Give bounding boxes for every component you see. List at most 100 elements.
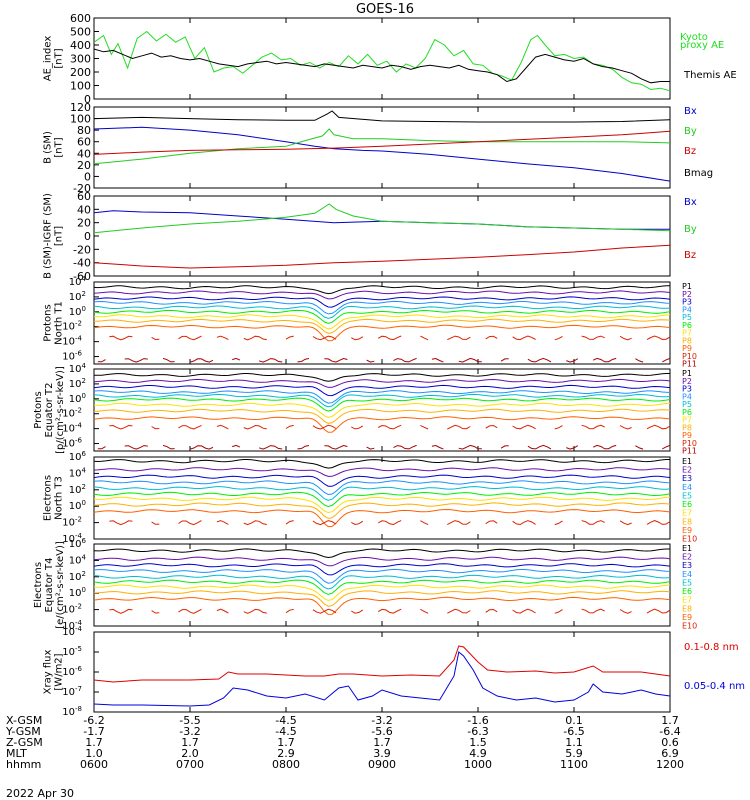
channel-label-e9: E9	[682, 526, 692, 535]
channel-label-p3: P3	[682, 298, 692, 307]
x-row-value: -1.6	[467, 714, 488, 727]
series-line-themis-ae	[93, 48, 670, 84]
y-tick-exponent: 4	[82, 362, 87, 370]
x-row-value: 1.7	[85, 736, 103, 749]
y-tick-exponent: 4	[82, 553, 87, 561]
channel-label-p5: P5	[682, 313, 692, 322]
x-row-value: 2.0	[181, 747, 199, 760]
y-axis-label: [e/(cm²-s-sr-keV)]	[55, 541, 66, 629]
legend-entry: Kyoto	[680, 32, 708, 43]
y-tick-label: 10-6	[62, 665, 82, 678]
x-row-value: 6.9	[661, 747, 679, 760]
panel-xray: 10-4 10-5 10-6 10-7 10-8 Xray flux [W/m2] 0.1-0…	[43, 625, 746, 718]
y-tick-label: 102	[69, 290, 86, 303]
channel-line-p11	[97, 357, 671, 363]
x-row-value: 0700	[176, 758, 204, 771]
y-tick-exponent: 4	[82, 275, 87, 283]
x-row-value: 0.6	[661, 736, 679, 749]
x-row-value: -6.2	[83, 714, 104, 727]
y-tick-label: 10-5	[62, 645, 82, 658]
y-tick-exponent: 6	[82, 450, 87, 458]
y-tick-label: 10-4	[62, 625, 82, 638]
y-axis-label: B (SM)	[43, 131, 54, 164]
y-tick-exponent: 0	[82, 586, 86, 594]
channel-line-e2	[93, 556, 671, 567]
y-axis-label: North T3	[54, 476, 65, 520]
y-axis-label: Electrons	[43, 475, 54, 521]
legend-entry: By	[684, 224, 697, 235]
y-tick-exponent: 2	[82, 483, 86, 491]
channel-label-e5: E5	[682, 578, 692, 587]
series-line-bz	[93, 130, 671, 155]
y-tick-label: 400	[70, 39, 91, 52]
channel-line-e1	[93, 548, 670, 559]
channel-line-e10	[109, 608, 671, 614]
panel-frame	[93, 281, 671, 365]
y-axis-label: North T1	[54, 301, 65, 345]
legend-entry: Bx	[684, 197, 697, 208]
channel-label-e6: E6	[682, 500, 692, 509]
y-axis-label: [nT]	[54, 48, 65, 68]
legend-entry: Bx	[684, 106, 697, 117]
channel-label-p11: P11	[682, 360, 697, 369]
y-tick-label: 40	[77, 203, 91, 216]
x-row-value: 1.7	[661, 714, 679, 727]
x-axis-rows: X-GSM -6.2 -5.5 -4.5 -3.2 -1.6 0.1 1.7 Y-GSM -1.7…	[5, 714, 684, 771]
channel-label-e3: E3	[682, 474, 692, 483]
y-axis-label: [nT]	[54, 226, 65, 246]
channel-label-p4: P4	[682, 392, 692, 401]
y-tick-label: 10-4	[62, 335, 82, 348]
channel-label-e4: E4	[682, 570, 692, 579]
y-tick-exponent: -2	[75, 320, 82, 328]
y-tick-exponent: 6	[82, 537, 87, 545]
x-row-value: 0600	[80, 758, 108, 771]
y-tick-exponent: -6	[75, 437, 83, 445]
y-tick-label: 20	[77, 217, 91, 230]
y-tick-exponent: -7	[75, 685, 82, 693]
y-tick-exponent: -8	[75, 705, 82, 713]
channel-line-p1	[93, 285, 670, 295]
series-line-bx	[93, 210, 670, 230]
channel-line-e5	[93, 574, 671, 590]
series-line-bz	[93, 244, 671, 269]
x-row-value: 0800	[272, 758, 300, 771]
y-axis-label: AE_index	[43, 36, 54, 82]
series-line-0-1-0-8-nm	[93, 645, 671, 683]
channel-line-p3	[93, 296, 671, 308]
x-row-label: X-GSM	[6, 714, 42, 727]
channel-line-e10	[109, 520, 671, 526]
x-row-value: -5.5	[179, 714, 200, 727]
y-tick-label: 104	[69, 362, 87, 375]
channel-line-p8	[94, 318, 671, 334]
channel-label-e2: E2	[682, 466, 692, 475]
y-tick-label: 10-7	[62, 685, 82, 698]
y-tick-exponent: -2	[75, 603, 82, 611]
x-row-value: -5.6	[371, 725, 392, 738]
channel-label-e4: E4	[682, 483, 692, 492]
y-tick-label: 40	[77, 147, 91, 160]
x-row-value: -6.4	[659, 725, 680, 738]
channel-label-e8: E8	[682, 517, 692, 526]
x-row-value: -6.3	[467, 725, 488, 738]
x-row-value: 4.9	[469, 747, 487, 760]
channel-line-e8	[93, 590, 671, 607]
channel-line-p2	[93, 378, 671, 388]
panel-frame	[93, 195, 671, 277]
y-tick-label: 100	[70, 113, 91, 126]
y-tick-exponent: -2	[75, 407, 82, 415]
y-tick-label: 10-2	[62, 320, 82, 333]
x-row-value: -4.5	[275, 725, 296, 738]
channel-label-p2: P2	[682, 377, 692, 386]
y-tick-label: 80	[77, 124, 91, 137]
series-line-by	[93, 203, 671, 234]
channel-line-p4	[93, 300, 671, 315]
channel-line-e3	[93, 474, 671, 487]
channel-label-p11: P11	[682, 447, 697, 456]
channel-line-p6	[93, 397, 671, 412]
figure-title: GOES-16	[356, 2, 414, 17]
y-tick-label: 600	[70, 12, 91, 25]
y-tick-label: 0	[84, 93, 91, 106]
channel-line-e9	[93, 508, 671, 528]
